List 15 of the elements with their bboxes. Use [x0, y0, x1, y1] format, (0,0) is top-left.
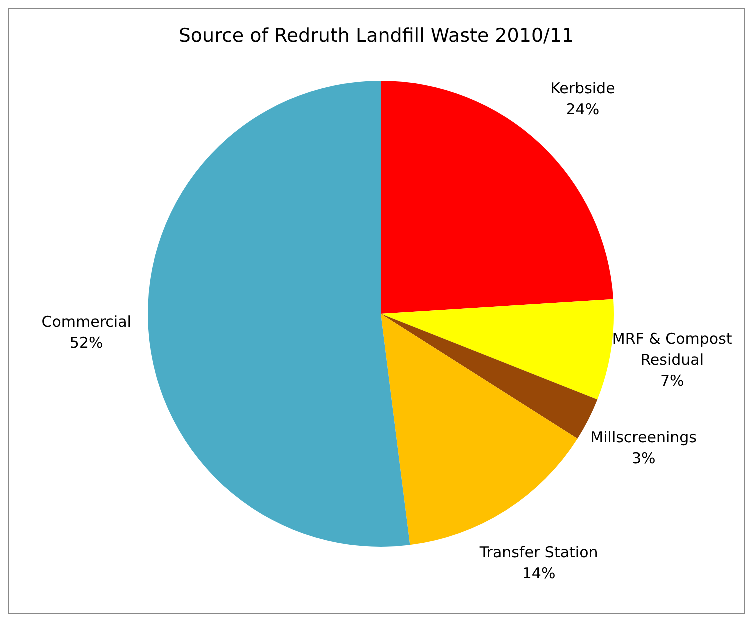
pie-slice [381, 299, 614, 400]
data-label: 7% [660, 372, 684, 390]
data-label: 3% [632, 449, 656, 468]
pie-slice [381, 81, 614, 314]
pie-slice [148, 81, 410, 547]
data-label: 14% [522, 564, 556, 583]
slice-label: Kerbside [550, 79, 616, 98]
slice-label: Transfer Station [478, 544, 598, 562]
data-label: 52% [70, 334, 104, 352]
slice-label: Millscreenings [590, 428, 698, 446]
data-label: 24% [566, 100, 600, 118]
chart-title: Source of Redruth Landfill Waste 2010/11 [178, 25, 576, 47]
slice-label: MRF & Compost Residual [612, 330, 732, 370]
slice-label: Commercial [42, 313, 132, 332]
pie-slice [381, 314, 578, 546]
